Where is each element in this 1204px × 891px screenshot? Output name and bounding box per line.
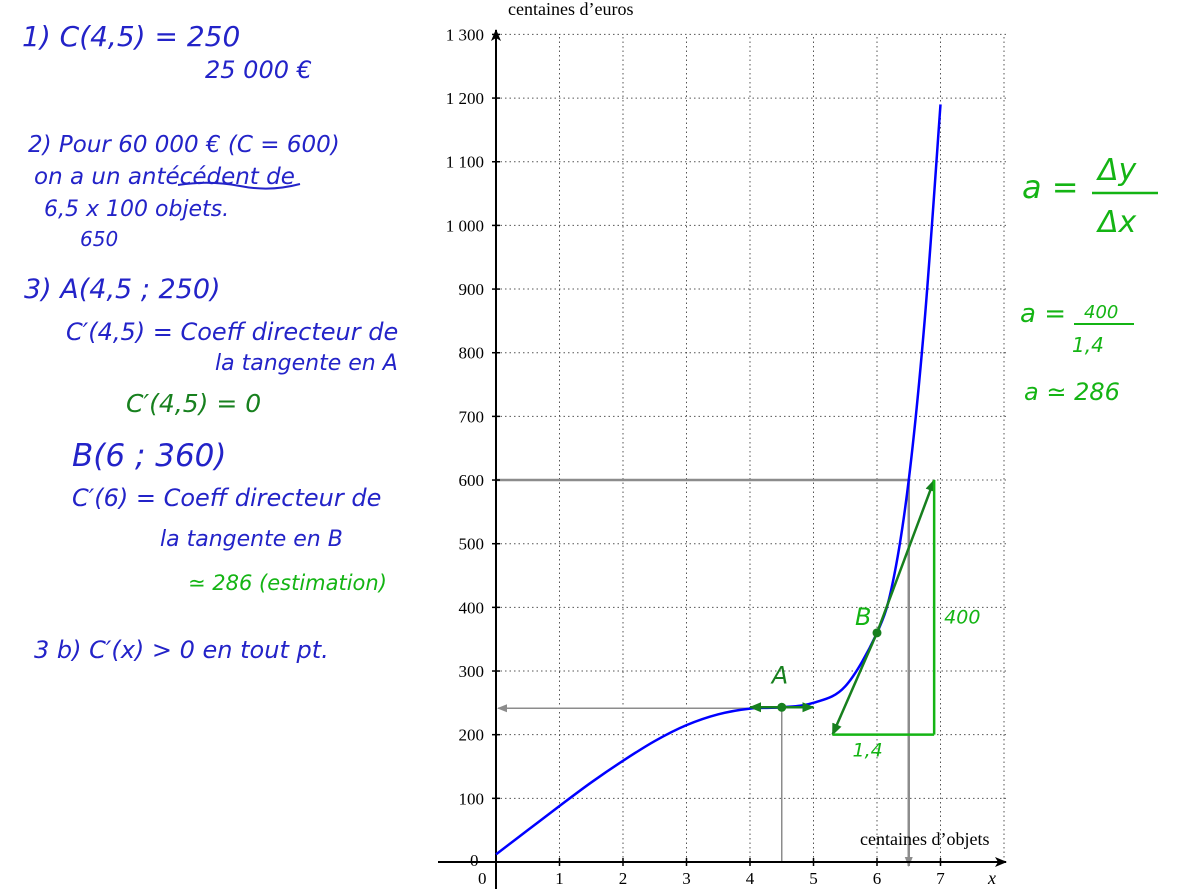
slope-calc-lhs: a =	[1020, 299, 1066, 329]
y-tick-label: 900	[459, 280, 485, 299]
axis-ticks: 1 2 3 4 5 6 7 100 200 300 400 500 600 700 800 900 1 000 1…	[446, 25, 946, 888]
note-q2-line4: 650	[80, 227, 118, 251]
triangle-dy-label: 400	[944, 606, 980, 628]
slope-calc-den: 1,4	[1072, 333, 1104, 357]
note-q2-line3: 6,5 x 100 objets.	[44, 197, 229, 222]
point-A	[777, 702, 787, 712]
y-tick-label: 400	[459, 598, 485, 617]
origin-y-label: 0	[470, 851, 479, 870]
slope-formula-den: Δx	[1096, 205, 1137, 240]
note-q3-line8: ≃ 286 (estimation)	[188, 571, 387, 595]
note-q3-line1: 3) A(4,5 ; 250)	[24, 274, 221, 305]
x-tick-label: 3	[682, 869, 691, 888]
y-tick-label: 1 200	[446, 89, 484, 108]
slope-formula-num: Δy	[1096, 153, 1138, 188]
tangent-B-upper	[875, 479, 936, 634]
note-q3-line7: la tangente en B	[160, 527, 343, 552]
y-tick-label: 200	[459, 726, 485, 745]
tangent-annotations: 1,4 400 A B	[749, 479, 980, 762]
point-B	[872, 628, 882, 638]
y-tick-label: 1 100	[446, 153, 484, 172]
note-q3-line4: C′(4,5) = 0	[126, 389, 261, 418]
y-tick-label: 800	[459, 344, 485, 363]
triangle-dx-label: 1,4	[853, 740, 883, 762]
slope-formula-lhs: a =	[1022, 168, 1079, 206]
underline-antecedent	[177, 181, 301, 190]
x-tick-label: 5	[809, 869, 818, 888]
y-tick-label: 700	[459, 407, 485, 426]
x-tick-label: 1	[555, 869, 564, 888]
note-q3-line5: B(6 ; 360)	[72, 438, 227, 474]
note-q1-line2: 25 000 €	[205, 56, 312, 84]
slope-calc-num: 400	[1084, 302, 1118, 323]
slope-result: a ≃ 286	[1024, 378, 1120, 406]
y-tick-label: 1 000	[446, 216, 484, 235]
y-tick-label: 100	[459, 789, 485, 808]
chart-grid	[496, 33, 1008, 862]
x-tick-label: 6	[873, 869, 882, 888]
y-tick-label: 300	[459, 662, 485, 681]
x-tick-label: 2	[619, 869, 628, 888]
y-tick-label: 1 300	[446, 25, 484, 44]
y-tick-label: 500	[459, 535, 485, 554]
tangent-B-lower	[831, 632, 879, 736]
x-tick-label: 7	[936, 869, 945, 888]
handwritten-notes: 1) C(4,5) = 250 25 000 € 2) Pour 60 000 …	[22, 20, 398, 664]
slope-notes: a = Δy Δx a = 400 1,4 a ≃ 286	[1020, 153, 1158, 406]
x-axis-symbol: x	[987, 868, 996, 888]
y-axis-title: centaines d’euros	[508, 0, 633, 19]
origin-x-label: 0	[478, 869, 487, 888]
note-q3-line6: C′(6) = Coeff directeur de	[72, 484, 381, 512]
point-label-B: B	[855, 603, 871, 631]
x-tick-label: 4	[746, 869, 755, 888]
note-q2-line2: on a un antécédent de	[34, 164, 295, 190]
x-axis-title: centaines d’objets	[860, 829, 989, 849]
reading-guides	[496, 478, 913, 867]
point-label-A: A	[770, 661, 788, 689]
y-tick-label: 600	[459, 471, 485, 490]
note-q3-line3: la tangente en A	[215, 351, 398, 376]
note-q3-line2: C′(4,5) = Coeff directeur de	[66, 318, 398, 346]
note-q1-line1: 1) C(4,5) = 250	[22, 20, 240, 53]
note-q3b: 3 b) C′(x) > 0 en tout pt.	[34, 636, 329, 664]
note-q2-line1: 2) Pour 60 000 € (C = 600)	[28, 132, 340, 158]
